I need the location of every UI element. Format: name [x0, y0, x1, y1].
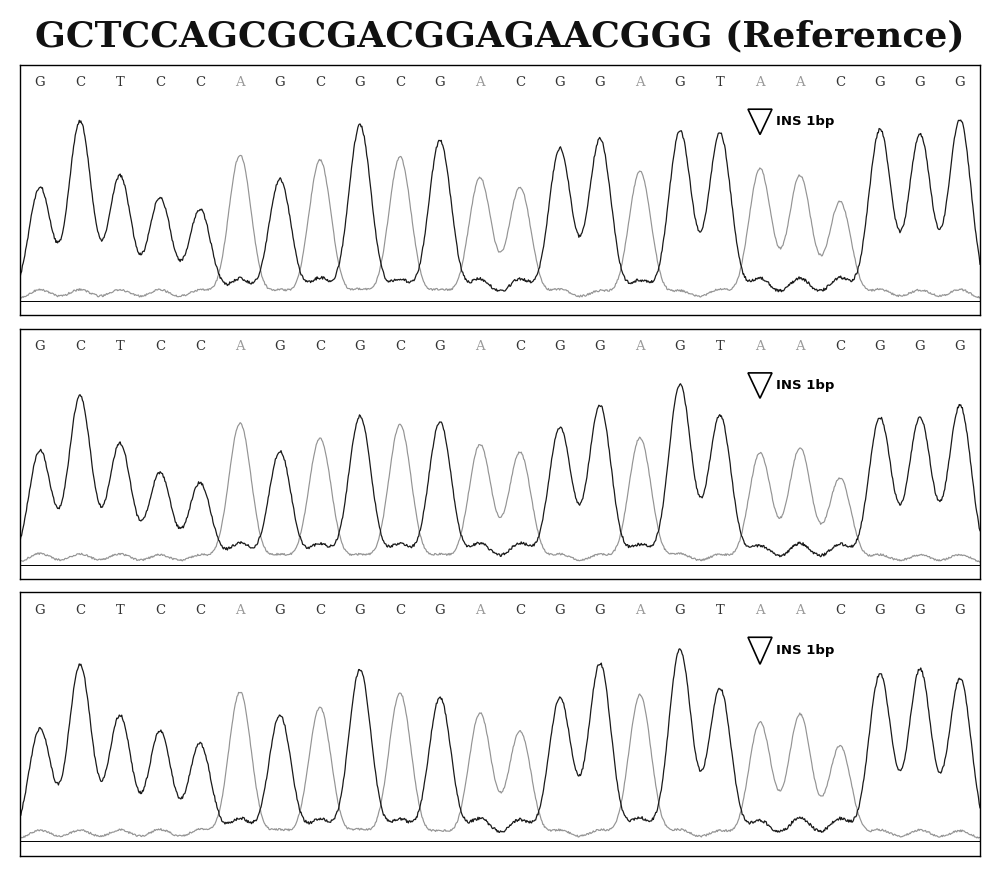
Text: G: G [355, 76, 365, 89]
Text: G: G [875, 340, 885, 352]
Text: C: C [515, 76, 525, 89]
Text: G: G [35, 76, 45, 89]
Text: C: C [835, 76, 845, 89]
Text: C: C [315, 76, 325, 89]
Text: G: G [875, 76, 885, 89]
Text: GCTCCAGCGCGACGGAGAACGGG (Reference): GCTCCAGCGCGACGGAGAACGGG (Reference) [35, 19, 965, 54]
Text: G: G [555, 603, 565, 615]
Text: A: A [635, 603, 645, 615]
Text: A: A [755, 76, 765, 89]
Text: A: A [635, 76, 645, 89]
Text: G: G [595, 603, 605, 615]
Text: G: G [595, 76, 605, 89]
Text: A: A [475, 603, 485, 615]
Text: C: C [835, 340, 845, 352]
Text: C: C [75, 76, 85, 89]
Text: C: C [395, 603, 405, 615]
Text: A: A [755, 603, 765, 615]
Text: G: G [275, 603, 285, 615]
Text: T: T [116, 76, 124, 89]
Text: A: A [635, 340, 645, 352]
Text: G: G [675, 76, 685, 89]
Text: G: G [435, 603, 445, 615]
Text: T: T [716, 76, 724, 89]
Text: G: G [875, 603, 885, 615]
Text: G: G [555, 76, 565, 89]
Polygon shape [748, 373, 772, 399]
Text: C: C [75, 340, 85, 352]
Polygon shape [748, 110, 772, 135]
Text: C: C [835, 603, 845, 615]
Text: G: G [435, 340, 445, 352]
Text: A: A [475, 76, 485, 89]
Text: G: G [355, 340, 365, 352]
Text: INS 1bp: INS 1bp [776, 115, 834, 128]
Text: A: A [475, 340, 485, 352]
Text: T: T [116, 340, 124, 352]
Text: G: G [915, 603, 925, 615]
Text: C: C [195, 603, 205, 615]
Text: G: G [915, 76, 925, 89]
Text: G: G [955, 340, 965, 352]
Text: A: A [755, 340, 765, 352]
Text: A: A [235, 76, 245, 89]
Text: T: T [116, 603, 124, 615]
Text: G: G [955, 603, 965, 615]
Text: G: G [355, 603, 365, 615]
Text: C: C [195, 340, 205, 352]
Text: G: G [955, 76, 965, 89]
Text: C: C [155, 603, 165, 615]
Text: A: A [795, 340, 805, 352]
Text: C: C [155, 76, 165, 89]
Text: G: G [675, 340, 685, 352]
Text: C: C [515, 603, 525, 615]
Text: C: C [75, 603, 85, 615]
Text: A: A [235, 603, 245, 615]
Text: G: G [595, 340, 605, 352]
Text: C: C [155, 340, 165, 352]
Text: G: G [555, 340, 565, 352]
Text: C: C [315, 603, 325, 615]
Text: T: T [716, 603, 724, 615]
Text: G: G [915, 340, 925, 352]
Text: G: G [675, 603, 685, 615]
Text: G: G [435, 76, 445, 89]
Text: C: C [315, 340, 325, 352]
Text: G: G [275, 76, 285, 89]
Text: INS 1bp: INS 1bp [776, 644, 834, 656]
Text: G: G [275, 340, 285, 352]
Text: INS 1bp: INS 1bp [776, 378, 834, 392]
Text: A: A [795, 603, 805, 615]
Text: G: G [35, 603, 45, 615]
Text: C: C [395, 76, 405, 89]
Text: G: G [35, 340, 45, 352]
Polygon shape [748, 637, 772, 665]
Text: A: A [235, 340, 245, 352]
Text: C: C [395, 340, 405, 352]
Text: A: A [795, 76, 805, 89]
Text: C: C [515, 340, 525, 352]
Text: T: T [716, 340, 724, 352]
Text: C: C [195, 76, 205, 89]
